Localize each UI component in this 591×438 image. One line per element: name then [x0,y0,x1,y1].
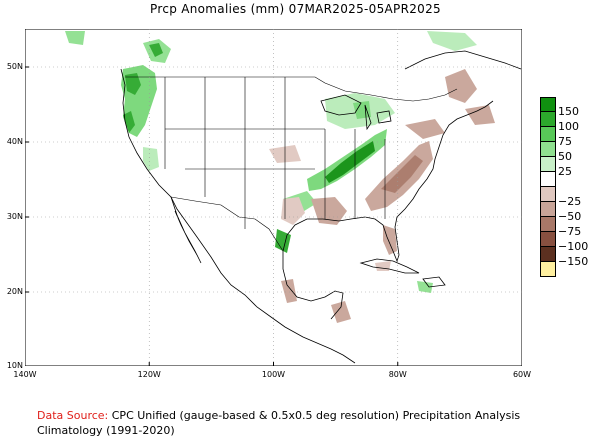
legend-label: −150 [558,255,589,268]
x-axis-label: 60W [512,370,532,379]
west-coast [120,68,356,364]
y-axis-label: 40N [6,137,23,146]
x-axis-label: 120W [137,370,161,379]
wet-area-michigan [353,101,371,119]
y-axis-label: 20N [6,287,23,296]
anomaly-shading [65,31,495,323]
wet-area-oregon-coast [123,111,135,133]
footer: Data Source: CPC Unified (gauge-based & … [37,408,520,438]
legend-label: 50 [558,150,572,163]
political-borders [125,76,458,252]
dry-area-texas [281,197,305,225]
precip-anomaly-map[interactable] [25,29,522,366]
cuba [359,258,420,274]
dry-area-gulf [311,197,347,225]
dry-area-southeast-core [381,155,423,193]
gridlines [25,29,522,366]
hispaniola [422,276,446,288]
data-source-label: Data Source: [37,409,109,422]
legend-swatch [540,127,556,142]
axis-ticks [25,66,522,366]
legend-swatch [540,262,556,277]
us-mexico-border [170,196,284,252]
color-legend: 150 100 75 50 25 −25 −50 −75 −100 −150 [540,97,588,277]
legend-swatch [540,97,556,112]
legend-label: −25 [558,195,582,208]
map-panel[interactable]: 140W 120W 100W 80W 60W 50N 40N 30N 20N 10N [7,29,531,379]
wet-area-bc-core [149,43,163,57]
y-axis-label: 50N [6,62,23,71]
gulf-coast [282,100,494,263]
wet-area-california [143,147,159,171]
legend-swatch [540,202,556,217]
legend-label: −75 [558,225,582,238]
great-lakes [320,94,392,131]
legend-swatch [540,232,556,247]
wet-area-ohio-valley-core [325,141,375,183]
legend-label: 25 [558,165,572,178]
wet-area-alaska-panhandle [65,31,85,45]
x-axis-label: 80W [388,370,407,379]
dry-area-mexico [281,279,297,303]
data-source-text: CPC Unified (gauge-based & 0.5x0.5 deg r… [111,409,521,422]
legend-swatch [540,112,556,127]
legend-swatch [540,172,556,187]
legend-swatch [540,187,556,202]
hudson-canada-coast [404,50,522,70]
y-axis-label: 30N [6,212,23,221]
coastlines [120,50,522,364]
legend-label: 100 [558,120,579,133]
legend-label: −50 [558,210,582,223]
dry-area-maritimes [465,105,495,125]
dry-area-new-england [405,119,445,139]
dry-area-quebec [445,69,477,103]
dry-area-florida [383,225,397,255]
us-canada-border [125,76,458,102]
wet-area-washington [125,73,141,95]
legend-label: 150 [558,105,579,118]
y-axis-label: 10N [6,361,23,370]
legend-swatch [540,217,556,232]
legend-swatch [540,247,556,262]
legend-label: −100 [558,240,589,253]
legend-swatch [540,157,556,172]
wet-area-labrador [427,31,477,51]
legend-label: 75 [558,135,572,148]
map-title: Prcp Anomalies (mm) 07MAR2025-05APR2025 [150,2,441,16]
mexico-gulf [282,251,344,320]
climatology-text: Climatology (1991-2020) [37,424,175,437]
legend-swatch [540,142,556,157]
baja [170,196,202,264]
x-axis-label: 140W [13,370,37,379]
wet-area-caribbean [417,281,433,293]
state-lines [164,77,386,229]
x-axis-label: 100W [261,370,286,379]
dry-area-central-america [331,301,351,323]
